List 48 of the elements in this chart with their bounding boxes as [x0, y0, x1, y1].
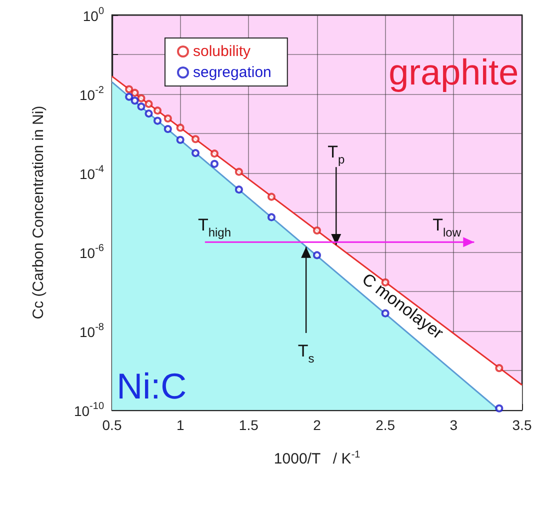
point: [130, 88, 139, 97]
x-tick-label: 3: [450, 417, 458, 433]
point: [495, 364, 504, 372]
y-axis-title: Cc (Carbon Concentration in Ni): [30, 106, 47, 320]
annotation: T$_{high}$: [198, 216, 232, 240]
point: [234, 186, 243, 194]
point: [313, 251, 321, 260]
point: [192, 149, 200, 158]
annotation: T$_{low}$: [432, 216, 462, 240]
point: [130, 96, 139, 105]
point: [267, 192, 276, 201]
point: [137, 102, 146, 111]
point: [313, 226, 321, 235]
x-tick-label: 1.5: [238, 417, 259, 433]
y-tick-label: 10$^{-6}$: [80, 243, 104, 261]
x-tick-label: 2: [313, 417, 322, 433]
legend-label: solubility: [193, 43, 252, 60]
point: [144, 100, 153, 108]
point: [164, 114, 172, 122]
legend-label: segregation: [193, 64, 272, 81]
point: [210, 160, 218, 168]
point: [267, 213, 276, 222]
point: [154, 116, 162, 125]
point: [144, 110, 153, 118]
point: [154, 106, 162, 115]
y-tick-label: 10$^{-2}$: [80, 85, 104, 103]
x-tick-label: 2.5: [376, 417, 396, 433]
x-tick-label: 0.5: [102, 417, 122, 433]
x-tick-label: 3.5: [512, 417, 532, 433]
point: [125, 85, 134, 94]
point: [234, 168, 243, 176]
point: [137, 94, 146, 102]
point: [192, 135, 200, 144]
point: [176, 124, 184, 132]
y-tick-label: 10$^{-4}$: [80, 164, 104, 182]
y-tick-label: 10$^{-8}$: [80, 322, 104, 340]
x-tick-label: 1: [176, 417, 184, 433]
point: [495, 404, 504, 412]
y-tick-label: 10$^{-10}$: [74, 401, 104, 419]
point: [125, 92, 134, 101]
annotation: T$_{s}$: [298, 342, 314, 366]
annotation: Ni:C: [116, 364, 187, 406]
point: [176, 136, 184, 144]
annotation: T$_{p}$: [328, 142, 345, 166]
point: [210, 150, 218, 158]
annotation: graphite: [388, 50, 519, 92]
point: [164, 125, 172, 133]
y-tick-label: 10$^{0}$: [82, 6, 104, 24]
